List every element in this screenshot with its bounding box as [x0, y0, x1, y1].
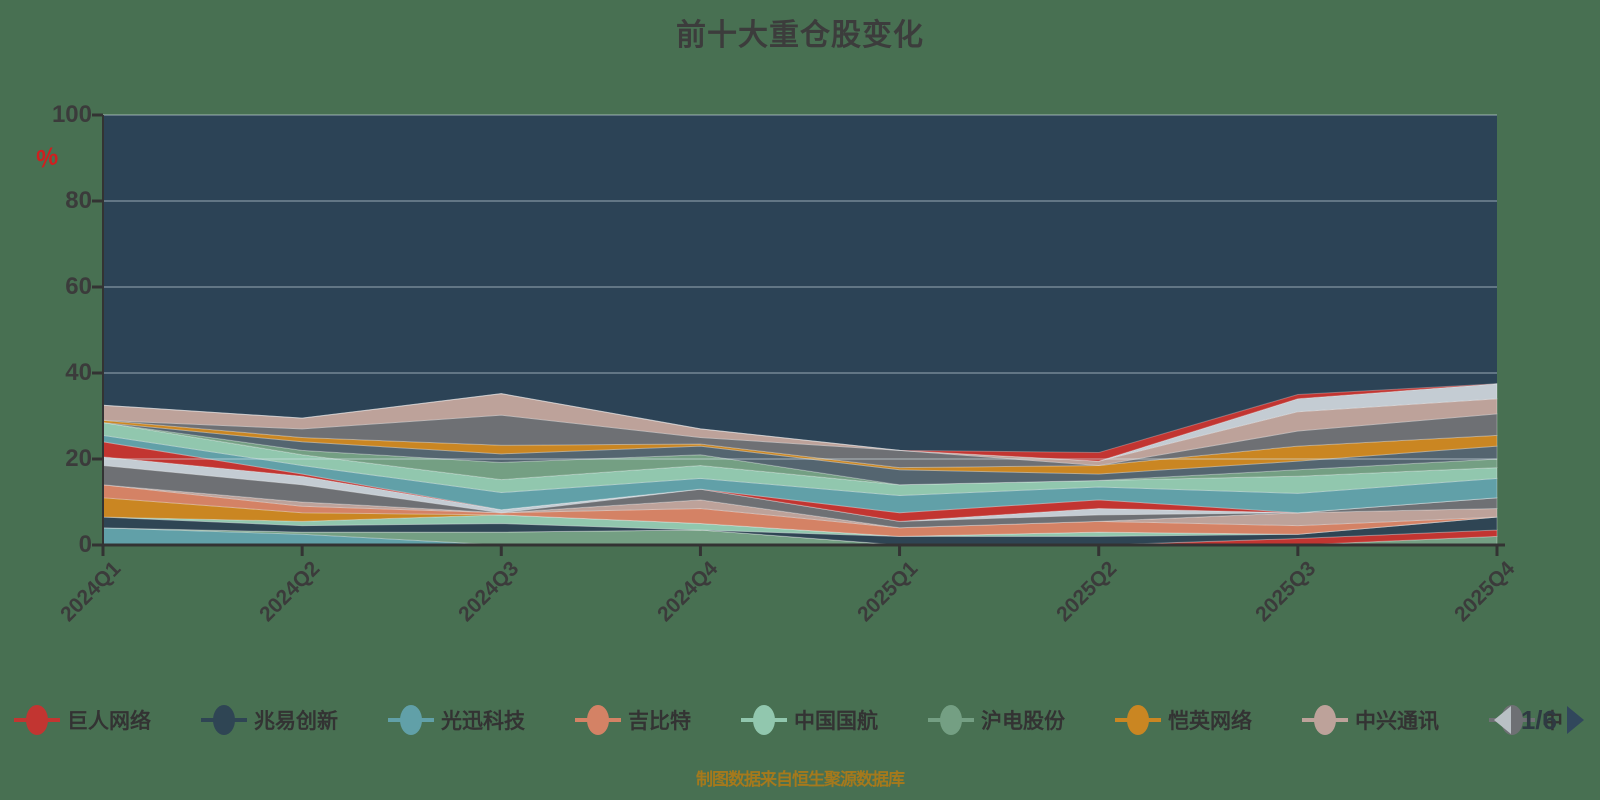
legend-label: 兆易创新 [254, 710, 338, 733]
legend-item-兆易创新[interactable]: 兆易创新 [201, 704, 338, 736]
legend-item-吉比特[interactable]: 吉比特 [575, 704, 691, 736]
area-series-巨人网络[interactable] [102, 527, 1498, 546]
legend-label: 沪电股份 [981, 710, 1065, 733]
area-series-layer13[interactable] [102, 421, 1498, 486]
legend-label: 中 [1542, 710, 1563, 733]
legend-label: 恺英网络 [1168, 710, 1252, 733]
legend-label: 巨人网络 [67, 710, 151, 733]
legend-item-光迅科技[interactable]: 光迅科技 [388, 704, 525, 736]
legend-marker-icon [14, 704, 60, 736]
area-series-layer14[interactable] [102, 421, 1498, 486]
legend-marker-icon [928, 704, 974, 736]
y-axis-label-40: 40 [65, 359, 92, 386]
legend-label: 中兴通讯 [1355, 710, 1439, 733]
legend-label: 中国国航 [794, 710, 878, 733]
legend-item-沪电股份[interactable]: 沪电股份 [928, 704, 1065, 736]
y-axis-label-20: 20 [65, 445, 92, 472]
page-title: 前十大重仓股变化 [676, 19, 924, 52]
legend-marker-icon [388, 704, 434, 736]
area-series-layer17[interactable] [102, 393, 1498, 466]
legend-page-indicator: 1/6 [1520, 704, 1557, 735]
legend-label: 光迅科技 [441, 710, 525, 733]
legend-prev-page-icon[interactable] [1493, 706, 1511, 734]
legend: 巨人网络 兆易创新 光迅科技 吉比特 中国国航 沪电股份 恺英网络 中兴通讯 中 [14, 698, 1600, 742]
legend-marker-icon [1115, 704, 1161, 736]
y-axis-label-0: 0 [78, 531, 92, 558]
legend-next-page-icon[interactable] [1567, 706, 1584, 734]
area-series-吉比特[interactable] [102, 484, 1498, 537]
legend-marker-icon [1302, 704, 1348, 736]
y-axis-label-80: 80 [65, 187, 92, 214]
data-source-note: 制图数据来自恒生聚源数据库 [696, 770, 905, 789]
legend-item-中国国航[interactable]: 中国国航 [741, 704, 878, 736]
legend-marker-icon [741, 704, 787, 736]
legend-item-恺英网络[interactable]: 恺英网络 [1115, 704, 1252, 736]
legend-item-巨人网络[interactable]: 巨人网络 [14, 704, 151, 736]
area-series-layer19[interactable] [102, 383, 1498, 462]
legend-pager: 1/6 [1493, 698, 1584, 742]
legend-label: 吉比特 [628, 710, 691, 733]
area-series-layer18[interactable] [102, 383, 1498, 462]
area-series-layer12[interactable] [102, 421, 1498, 497]
y-axis-label-100: 100 [51, 101, 92, 128]
area-series-layer11[interactable] [102, 434, 1498, 514]
legend-item-中兴通讯[interactable]: 中兴通讯 [1302, 704, 1439, 736]
legend-marker-icon [575, 704, 621, 736]
legend-marker-icon [201, 704, 247, 736]
y-axis-label-60: 60 [65, 273, 92, 300]
